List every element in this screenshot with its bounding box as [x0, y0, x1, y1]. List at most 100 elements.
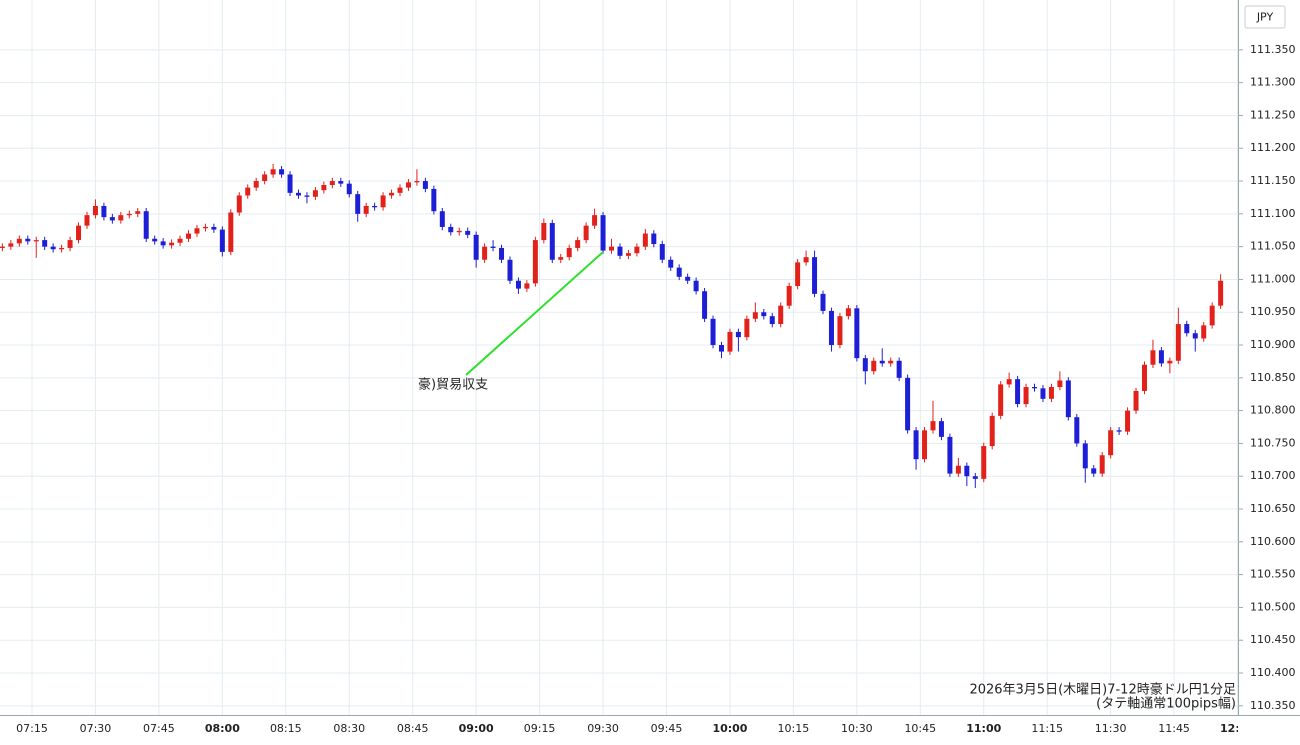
price-axis-panel: [1238, 0, 1300, 745]
candle-body: [668, 259, 674, 268]
x-tick-label: 08:30: [333, 722, 365, 735]
candle-body: [1082, 443, 1088, 469]
x-tick-label: 09:30: [587, 722, 619, 735]
y-axis: 111.350 111.300 111.250 111.200 111.150 111.1…: [1238, 43, 1296, 712]
candle-body: [33, 240, 39, 242]
y-tick-label: 111.300: [1250, 76, 1296, 89]
candle-body: [279, 169, 285, 175]
candle-body: [25, 238, 31, 242]
candle-body: [219, 229, 225, 252]
candle-body: [854, 308, 860, 359]
candle-body: [710, 318, 716, 346]
candle-body: [837, 316, 843, 346]
candle-body: [930, 421, 936, 431]
y-tick-label: 110.650: [1250, 502, 1296, 515]
candle-body: [16, 238, 22, 244]
y-tick-label: 111.350: [1250, 43, 1296, 56]
candle-body: [676, 267, 682, 277]
candle-body: [862, 358, 868, 372]
y-tick-label: 111.050: [1250, 240, 1296, 253]
candle-body: [456, 230, 462, 233]
candles: [0, 163, 1224, 489]
candle-body: [693, 280, 699, 292]
candle-body: [532, 240, 538, 284]
candle-body: [989, 415, 995, 447]
candle-body: [1209, 305, 1215, 326]
candle-body: [397, 187, 403, 193]
candle-body: [92, 205, 98, 216]
candle-body: [879, 360, 885, 364]
candle-body: [1192, 333, 1198, 339]
annotation: 豪)貿易収支: [418, 377, 488, 393]
candle-body: [566, 247, 572, 258]
candle-body: [828, 310, 834, 346]
candle-body: [152, 238, 158, 242]
y-tick-label: 111.100: [1250, 207, 1296, 220]
candle-body: [473, 234, 479, 260]
candle-body: [609, 246, 615, 251]
y-tick-label: 110.800: [1250, 404, 1296, 417]
candle-body: [448, 226, 454, 233]
candle-body: [414, 181, 420, 183]
candle-body: [186, 233, 192, 239]
candle-body: [177, 238, 183, 243]
candle-body: [1099, 455, 1105, 474]
candle-body: [761, 312, 767, 317]
candle-body: [541, 223, 547, 241]
candle-body: [1032, 387, 1038, 389]
y-tick-label: 110.500: [1250, 600, 1296, 613]
candle-body: [59, 247, 65, 250]
candle-body: [1133, 390, 1139, 411]
candle-body: [372, 205, 378, 208]
candle-body: [329, 181, 335, 185]
y-tick-label: 110.400: [1250, 666, 1296, 679]
x-tick-label: 09:15: [524, 722, 556, 735]
candle-body: [1150, 350, 1156, 365]
x-tick-label: 07:45: [143, 722, 175, 735]
chart-note: (タテ軸通常100pips幅): [1096, 697, 1236, 712]
x-tick-label: 07:30: [80, 722, 112, 735]
candle-body: [1057, 380, 1063, 388]
candle-body: [625, 253, 631, 256]
candle-body: [338, 181, 344, 184]
candle-body: [1167, 360, 1173, 364]
candle-body: [735, 331, 741, 338]
candle-body: [76, 225, 82, 241]
candle-body: [202, 226, 208, 229]
candle-body: [718, 345, 724, 352]
candle-body: [786, 286, 792, 306]
x-tick-label: 08:00: [205, 722, 240, 735]
x-tick-label: 09:00: [459, 722, 494, 735]
y-tick-label: 110.550: [1250, 568, 1296, 581]
candle-body: [1108, 430, 1114, 456]
candle-body: [964, 465, 970, 477]
candle-body: [507, 259, 513, 281]
candle-body: [346, 183, 352, 195]
x-tick-label: 08:15: [270, 722, 302, 735]
candle-body: [600, 215, 606, 251]
candle-body: [515, 280, 521, 289]
candle-body: [1023, 387, 1029, 405]
candle-body: [981, 446, 987, 479]
candle-body: [270, 169, 276, 175]
candle-body: [1006, 379, 1012, 385]
candle-body: [422, 181, 428, 189]
y-tick-label: 111.000: [1250, 272, 1296, 285]
candle-body: [871, 360, 877, 372]
y-tick-label: 110.600: [1250, 535, 1296, 548]
y-tick-label: 111.150: [1250, 174, 1296, 187]
candle-body: [1141, 364, 1147, 391]
candle-body: [778, 305, 784, 325]
candle-body: [380, 195, 386, 208]
candle-body: [8, 243, 14, 247]
candle-body: [972, 476, 978, 479]
candle-body: [803, 257, 809, 263]
candle-body: [245, 187, 251, 196]
candle-body: [1184, 324, 1190, 334]
candle-body: [194, 228, 200, 234]
x-tick-label: 10:15: [778, 722, 810, 735]
candle-body: [1125, 410, 1131, 432]
annotation-line: [465, 251, 604, 376]
candle-body: [752, 312, 758, 319]
candle-body: [143, 211, 149, 239]
